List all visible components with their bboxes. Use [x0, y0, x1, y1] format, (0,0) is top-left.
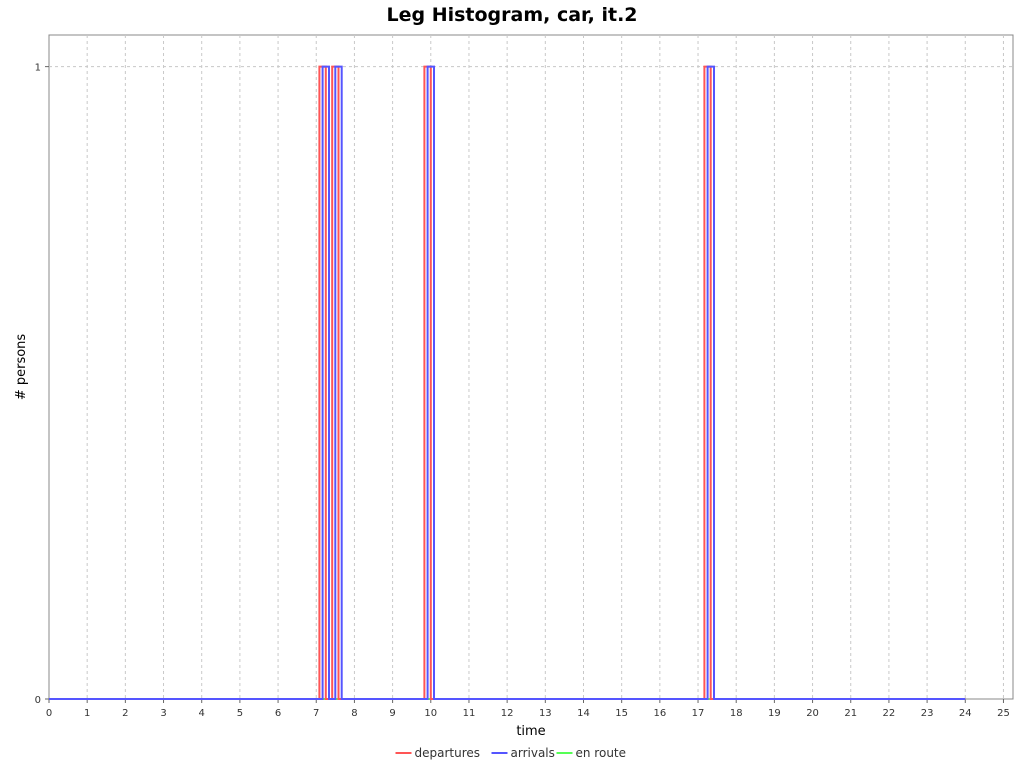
x-tick-label: 19: [768, 708, 781, 719]
x-tick-label: 20: [806, 708, 819, 719]
grid-lines: [49, 35, 1013, 699]
plot-area: [48, 34, 1014, 700]
x-tick-label: 11: [463, 708, 476, 719]
x-tick-label: 13: [539, 708, 552, 719]
legend-item-arrivals: arrivals: [491, 746, 555, 760]
y-axis-ticks: 01: [35, 63, 49, 706]
x-tick-label: 5: [237, 708, 243, 719]
legend-label-arrivals: arrivals: [511, 746, 555, 760]
x-tick-label: 2: [122, 708, 128, 719]
y-axis-label: # persons: [14, 334, 29, 401]
x-tick-label: 14: [577, 708, 590, 719]
x-tick-label: 17: [692, 708, 705, 719]
y-tick-label: 0: [35, 695, 41, 706]
x-axis-ticks: 0 1 2 3 4 5 6 7 8 9 10 11 12 13 14 15 16 17 18 19 20 21 22 23 24…: [46, 699, 1010, 719]
x-tick-label: 3: [160, 708, 166, 719]
legend-item-departures: departures: [395, 746, 481, 760]
x-tick-label: 9: [389, 708, 395, 719]
x-tick-label: 21: [844, 708, 857, 719]
legend-label-en-route: en route: [576, 746, 627, 760]
legend-label-departures: departures: [415, 746, 481, 760]
legend-item-en-route: en route: [556, 746, 627, 760]
x-tick-label: 25: [997, 708, 1010, 719]
x-tick-label: 6: [275, 708, 281, 719]
x-tick-label: 24: [959, 708, 972, 719]
x-tick-label: 12: [501, 708, 514, 719]
x-tick-label: 22: [883, 708, 896, 719]
x-axis-label: time: [516, 724, 545, 739]
chart-title: Leg Histogram, car, it.2: [386, 4, 637, 26]
x-tick-label: 18: [730, 708, 743, 719]
series-lines: [49, 65, 966, 700]
x-tick-label: 15: [615, 708, 628, 719]
x-tick-label: 7: [313, 708, 319, 719]
series-line-arrivals: [49, 65, 966, 700]
x-tick-label: 23: [921, 708, 934, 719]
x-tick-label: 16: [653, 708, 666, 719]
x-tick-label: 10: [424, 708, 437, 719]
legend: departures arrivals en route: [395, 746, 627, 760]
x-tick-label: 4: [199, 708, 205, 719]
x-tick-label: 1: [84, 708, 90, 719]
y-tick-label: 1: [35, 63, 41, 74]
x-tick-label: 8: [351, 708, 357, 719]
x-tick-label: 0: [46, 708, 52, 719]
